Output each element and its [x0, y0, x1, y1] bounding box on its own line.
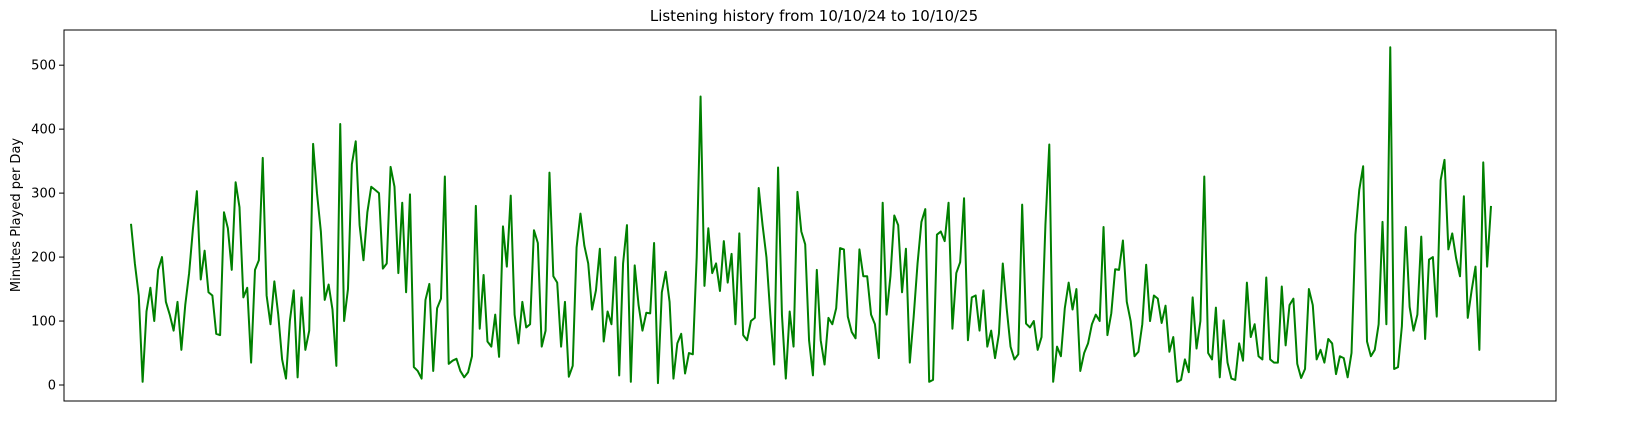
- y-axis-label: Minutes Played per Day: [9, 138, 24, 293]
- plot-frame: [63, 29, 1557, 402]
- plot-area: [130, 46, 1492, 385]
- y-tick-label: 100: [31, 315, 56, 330]
- y-tick-label: 0: [48, 379, 56, 394]
- y-axis-ticks: 0 100 200 300 400 500: [31, 59, 64, 394]
- chart-title: Listening history from 10/10/24 to 10/10…: [650, 7, 978, 25]
- y-tick-label: 500: [31, 59, 56, 74]
- y-tick-label: 200: [31, 251, 56, 266]
- y-tick-label: 400: [31, 123, 56, 138]
- series-line: [130, 46, 1492, 385]
- y-tick-label: 300: [31, 187, 56, 202]
